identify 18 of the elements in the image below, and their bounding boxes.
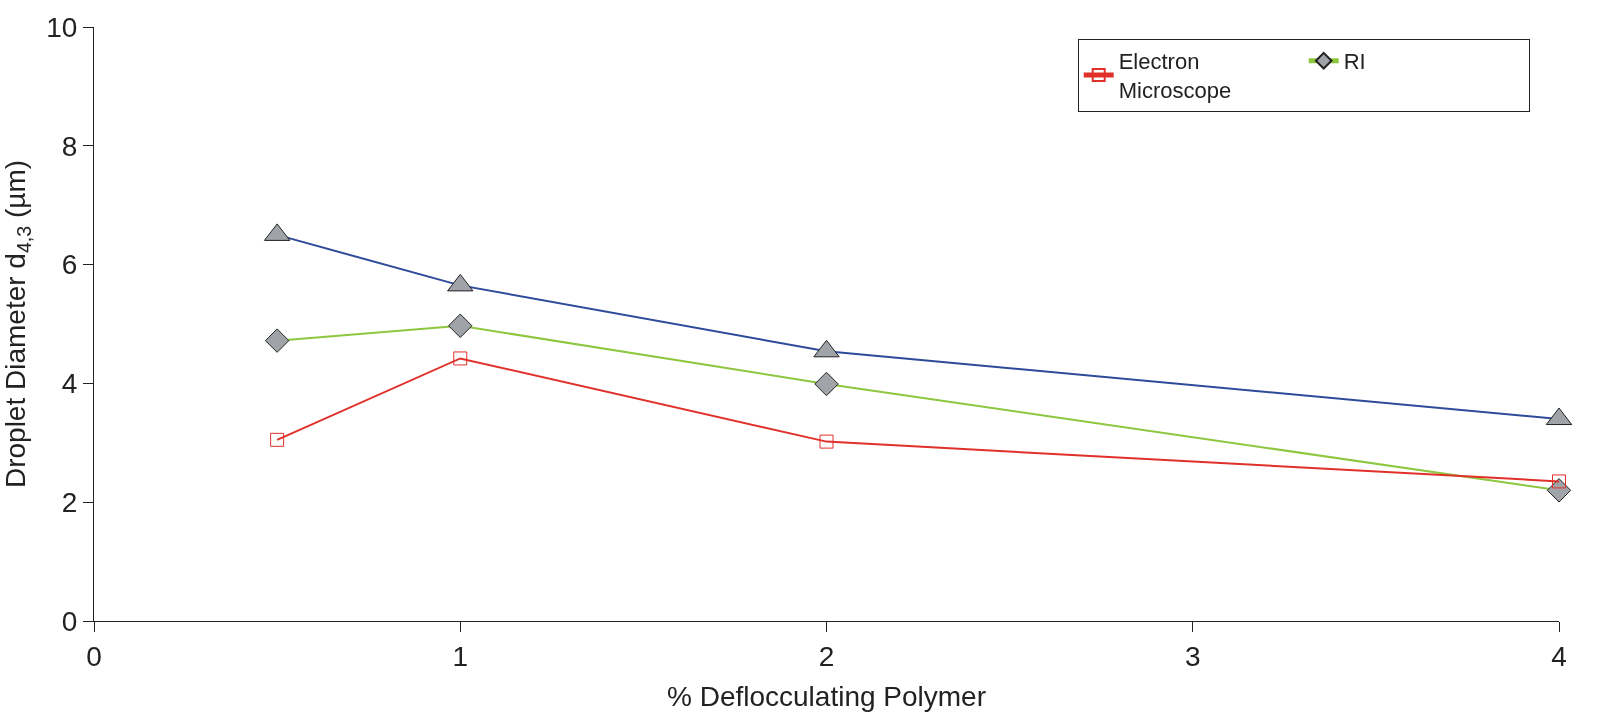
point <box>270 432 285 447</box>
x-tick-label: 1 <box>452 640 469 672</box>
legend-label: RI <box>1343 49 1366 75</box>
y-tick-label: 10 <box>46 11 78 43</box>
x-axis-title: % Deflocculating Polymer <box>666 680 987 712</box>
legend-label: Electron Microscope <box>1118 49 1232 103</box>
x-tick-label: 2 <box>818 640 835 672</box>
y-tick-label: 8 <box>61 130 78 162</box>
y-tick-label: 0 <box>61 605 78 637</box>
x-tick-label: 4 <box>1551 640 1567 672</box>
point <box>453 351 468 366</box>
y-tick-label: 4 <box>61 368 78 400</box>
point <box>819 434 834 449</box>
x-tick-label: 3 <box>1184 640 1201 672</box>
y-tick-label: 2 <box>61 487 78 518</box>
x-tick-label: 0 <box>86 640 102 672</box>
y-tick-label: 6 <box>61 249 78 281</box>
point <box>1552 474 1566 489</box>
